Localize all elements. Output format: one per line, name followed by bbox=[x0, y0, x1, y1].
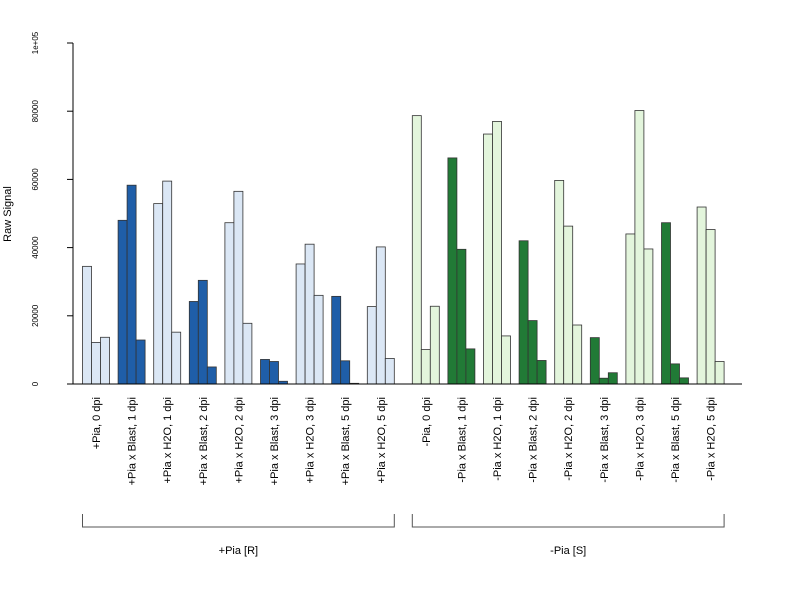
bar bbox=[224, 222, 235, 385]
bar bbox=[295, 263, 306, 385]
y-ticks: 0 20000 40000 60000 80000 1e+05 bbox=[31, 31, 73, 386]
bar bbox=[135, 339, 146, 385]
bar bbox=[607, 372, 618, 385]
bar bbox=[465, 348, 476, 385]
group-bracket bbox=[82, 514, 395, 528]
bar bbox=[126, 184, 137, 385]
category-label: +Pia x H2O, 5 dpi bbox=[376, 397, 388, 484]
category-label: -Pia x H2O, 2 dpi bbox=[563, 397, 575, 481]
y-axis-title: Raw Signal bbox=[2, 186, 14, 242]
bar bbox=[153, 203, 164, 385]
bar bbox=[625, 233, 636, 385]
bar bbox=[411, 115, 422, 385]
bar bbox=[589, 337, 600, 385]
group-label: -Pia [S] bbox=[550, 545, 586, 557]
category-label: -Pia x H2O, 1 dpi bbox=[492, 397, 504, 481]
bar bbox=[563, 225, 574, 385]
group-brackets: +Pia [R] -Pia [S] bbox=[82, 514, 725, 557]
bar bbox=[197, 279, 208, 385]
bar bbox=[598, 377, 609, 385]
bar bbox=[492, 121, 502, 385]
bar bbox=[100, 336, 110, 385]
bar bbox=[331, 295, 342, 385]
category-label: +Pia x Blast, 5 dpi bbox=[340, 397, 352, 485]
group-label: +Pia [R] bbox=[219, 545, 258, 557]
category-label: +Pia, 0 dpi bbox=[91, 397, 103, 449]
bar bbox=[384, 358, 395, 385]
bar bbox=[670, 363, 680, 385]
bar bbox=[447, 157, 458, 385]
bar bbox=[162, 180, 173, 385]
bar bbox=[206, 366, 217, 385]
bar bbox=[82, 265, 92, 385]
axes-layer: Raw Signal bbox=[2, 43, 742, 385]
bar bbox=[661, 222, 671, 385]
bar bbox=[518, 240, 529, 385]
bar bbox=[679, 377, 689, 385]
category-label: -Pia x H2O, 3 dpi bbox=[634, 397, 646, 481]
bar bbox=[233, 190, 244, 385]
bar bbox=[171, 331, 182, 385]
bar bbox=[536, 360, 547, 385]
bar bbox=[304, 243, 315, 385]
category-label: +Pia x H2O, 2 dpi bbox=[233, 397, 245, 484]
y-tick-label: 80000 bbox=[31, 100, 40, 123]
bar bbox=[366, 306, 377, 385]
bar bbox=[554, 180, 565, 385]
bar bbox=[714, 361, 725, 385]
category-label: +Pia x Blast, 2 dpi bbox=[198, 397, 210, 485]
bar bbox=[375, 246, 386, 385]
bar bbox=[420, 349, 431, 385]
bar bbox=[117, 219, 128, 385]
y-tick-label: 60000 bbox=[31, 168, 40, 191]
bar bbox=[269, 361, 279, 385]
y-tick-label: 40000 bbox=[31, 236, 40, 259]
bars-layer bbox=[82, 110, 725, 385]
category-label: +Pia x H2O, 1 dpi bbox=[162, 397, 174, 484]
y-tick-label: 0 bbox=[31, 381, 40, 386]
bar bbox=[429, 305, 440, 385]
bar bbox=[634, 110, 645, 385]
y-tick-label: 20000 bbox=[31, 304, 40, 327]
category-label: +Pia x H2O, 3 dpi bbox=[305, 397, 317, 484]
bar bbox=[242, 322, 253, 385]
bar bbox=[643, 248, 654, 385]
category-label: +Pia x Blast, 3 dpi bbox=[269, 397, 281, 485]
bar bbox=[696, 206, 707, 385]
bar bbox=[705, 229, 716, 385]
bar bbox=[501, 335, 511, 385]
category-label: +Pia x Blast, 1 dpi bbox=[127, 397, 139, 485]
category-label: -Pia x Blast, 3 dpi bbox=[599, 397, 611, 483]
y-tick-label: 1e+05 bbox=[31, 31, 40, 54]
bar bbox=[527, 320, 538, 385]
category-labels: +Pia, 0 dpi +Pia x Blast, 1 dpi +Pia x H2O… bbox=[91, 397, 718, 485]
category-label: -Pia x Blast, 2 dpi bbox=[528, 397, 540, 483]
category-label: -Pia, 0 dpi bbox=[421, 397, 433, 447]
bar bbox=[313, 294, 324, 385]
bar bbox=[188, 301, 199, 385]
category-label: -Pia x H2O, 5 dpi bbox=[706, 397, 718, 481]
bar bbox=[483, 133, 493, 385]
group-bracket bbox=[411, 514, 725, 528]
bar bbox=[340, 360, 351, 385]
category-label: -Pia x Blast, 5 dpi bbox=[670, 397, 682, 483]
bar bbox=[260, 359, 270, 385]
category-label: -Pia x Blast, 1 dpi bbox=[456, 397, 468, 483]
bar bbox=[91, 341, 101, 385]
bar bbox=[456, 248, 467, 385]
bar bbox=[572, 324, 583, 385]
